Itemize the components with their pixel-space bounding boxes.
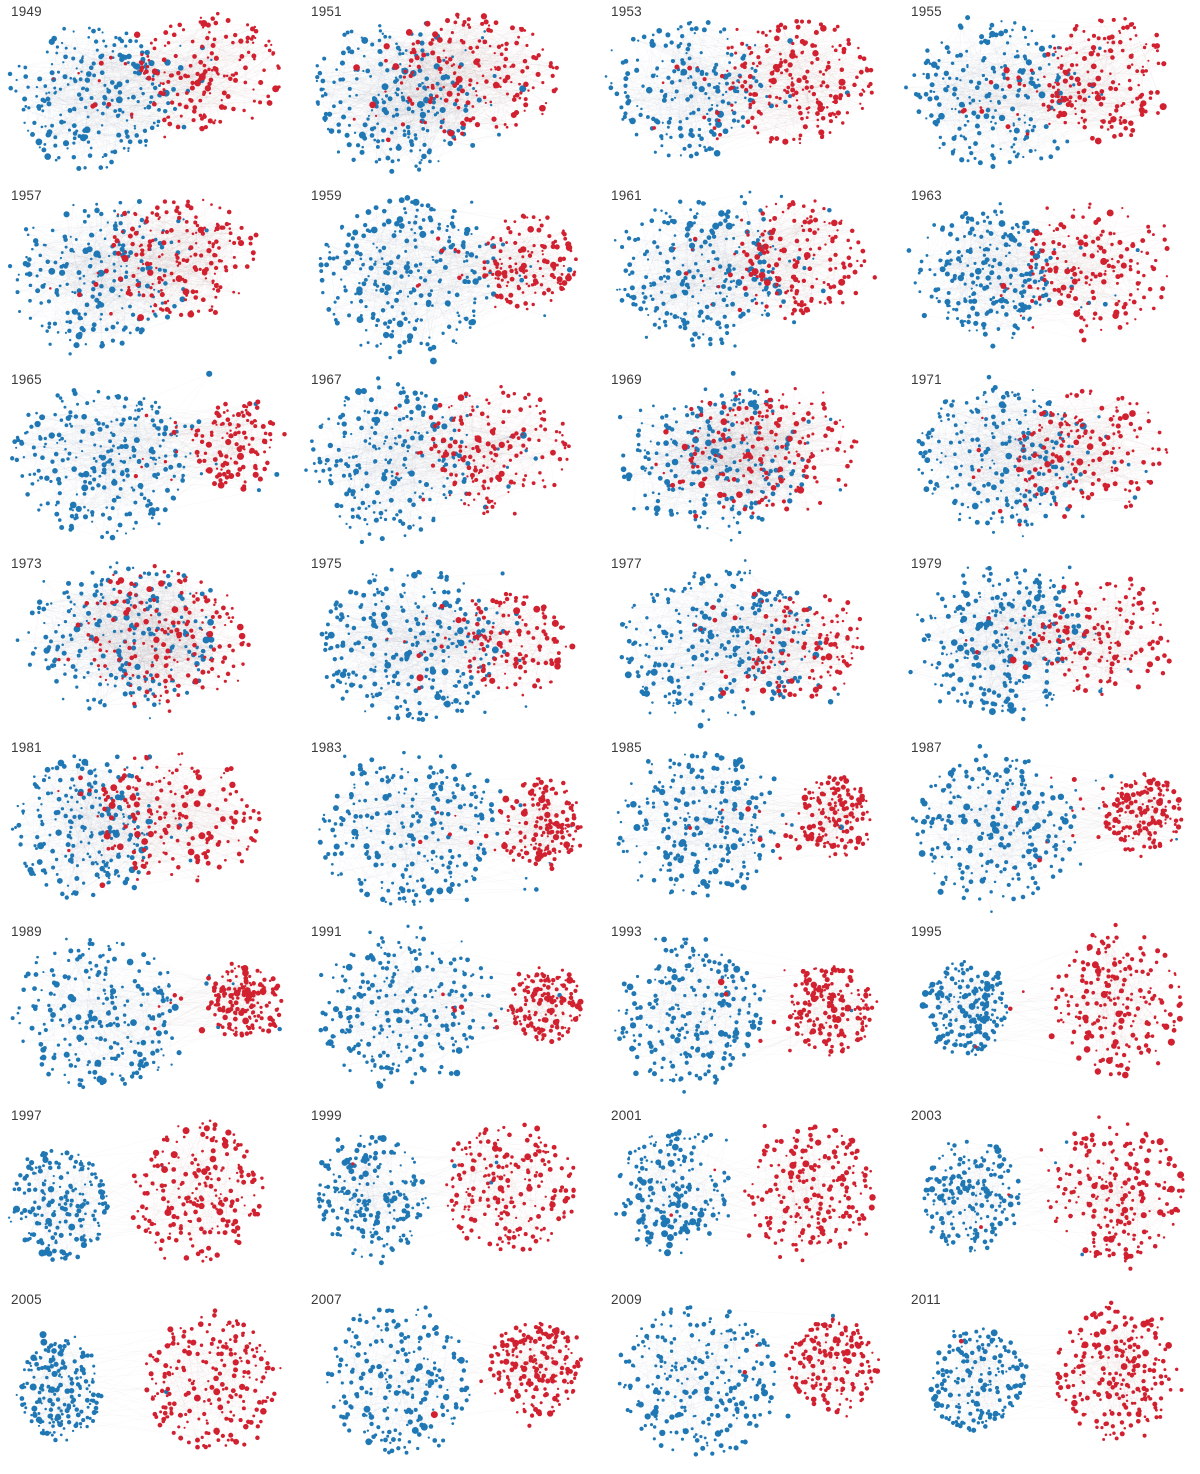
network-panel: 1977: [600, 552, 900, 736]
year-label: 1985: [611, 740, 642, 755]
year-label: 1991: [311, 924, 342, 939]
year-label: 1997: [11, 1108, 42, 1123]
network-panel: 1989: [0, 920, 300, 1104]
network-panel: 1961: [600, 184, 900, 368]
network-panel: 1955: [900, 0, 1200, 184]
network-canvas: [600, 920, 900, 1104]
year-label: 1977: [611, 556, 642, 571]
network-panel: 1971: [900, 368, 1200, 552]
network-panel: 1995: [900, 920, 1200, 1104]
network-canvas: [900, 1288, 1200, 1472]
network-panel: 1969: [600, 368, 900, 552]
network-panel: 1997: [0, 1104, 300, 1288]
network-panel: 1979: [900, 552, 1200, 736]
network-canvas: [300, 368, 600, 552]
network-panel: 1999: [300, 1104, 600, 1288]
network-canvas: [0, 368, 300, 552]
year-label: 1959: [311, 188, 342, 203]
year-label: 1975: [311, 556, 342, 571]
network-panel: 1987: [900, 736, 1200, 920]
network-panel: 1975: [300, 552, 600, 736]
network-panel: 2009: [600, 1288, 900, 1472]
network-canvas: [600, 1104, 900, 1288]
year-label: 2005: [11, 1292, 42, 1307]
network-canvas: [300, 920, 600, 1104]
network-canvas: [0, 920, 300, 1104]
year-label: 1987: [911, 740, 942, 755]
year-label: 1993: [611, 924, 642, 939]
year-label: 1981: [11, 740, 42, 755]
network-canvas: [600, 552, 900, 736]
network-canvas: [0, 184, 300, 368]
network-canvas: [300, 1288, 600, 1472]
year-label: 1953: [611, 4, 642, 19]
year-label: 1967: [311, 372, 342, 387]
network-canvas: [0, 1288, 300, 1472]
network-panel: 1991: [300, 920, 600, 1104]
network-canvas: [900, 184, 1200, 368]
year-label: 1971: [911, 372, 942, 387]
network-canvas: [300, 184, 600, 368]
network-canvas: [900, 368, 1200, 552]
network-canvas: [600, 736, 900, 920]
network-canvas: [0, 552, 300, 736]
network-canvas: [900, 1104, 1200, 1288]
network-canvas: [900, 552, 1200, 736]
network-canvas: [900, 736, 1200, 920]
year-label: 2003: [911, 1108, 942, 1123]
network-panel: 2007: [300, 1288, 600, 1472]
network-panel: 1951: [300, 0, 600, 184]
year-label: 1969: [611, 372, 642, 387]
network-canvas: [0, 1104, 300, 1288]
year-label: 1999: [311, 1108, 342, 1123]
network-canvas: [600, 368, 900, 552]
year-label: 1963: [911, 188, 942, 203]
network-panel: 1993: [600, 920, 900, 1104]
network-panel: 2011: [900, 1288, 1200, 1472]
network-canvas: [300, 0, 600, 184]
network-panel: 1959: [300, 184, 600, 368]
network-panel: 1981: [0, 736, 300, 920]
year-label: 1995: [911, 924, 942, 939]
network-canvas: [0, 0, 300, 184]
year-label: 1949: [11, 4, 42, 19]
year-label: 2001: [611, 1108, 642, 1123]
network-canvas: [600, 184, 900, 368]
year-label: 1989: [11, 924, 42, 939]
network-canvas: [300, 1104, 600, 1288]
network-canvas: [900, 0, 1200, 184]
year-label: 1955: [911, 4, 942, 19]
network-panel: 2003: [900, 1104, 1200, 1288]
network-panel: 2001: [600, 1104, 900, 1288]
year-label: 1961: [611, 188, 642, 203]
year-label: 1957: [11, 188, 42, 203]
year-label: 1973: [11, 556, 42, 571]
year-label: 1983: [311, 740, 342, 755]
year-label: 1979: [911, 556, 942, 571]
network-panel: 1957: [0, 184, 300, 368]
network-canvas: [0, 736, 300, 920]
network-canvas: [300, 552, 600, 736]
network-panel: 1963: [900, 184, 1200, 368]
network-panel: 1967: [300, 368, 600, 552]
network-panel: 1949: [0, 0, 300, 184]
network-panel: 1973: [0, 552, 300, 736]
network-panel: 2005: [0, 1288, 300, 1472]
network-panel: 1985: [600, 736, 900, 920]
year-label: 2011: [911, 1292, 941, 1307]
network-panel: 1983: [300, 736, 600, 920]
year-label: 1965: [11, 372, 42, 387]
network-canvas: [300, 736, 600, 920]
year-label: 1951: [311, 4, 342, 19]
network-canvas: [600, 0, 900, 184]
year-label: 2009: [611, 1292, 642, 1307]
year-label: 2007: [311, 1292, 342, 1307]
network-panel: 1953: [600, 0, 900, 184]
network-canvas: [600, 1288, 900, 1472]
network-canvas: [900, 920, 1200, 1104]
network-panel: 1965: [0, 368, 300, 552]
